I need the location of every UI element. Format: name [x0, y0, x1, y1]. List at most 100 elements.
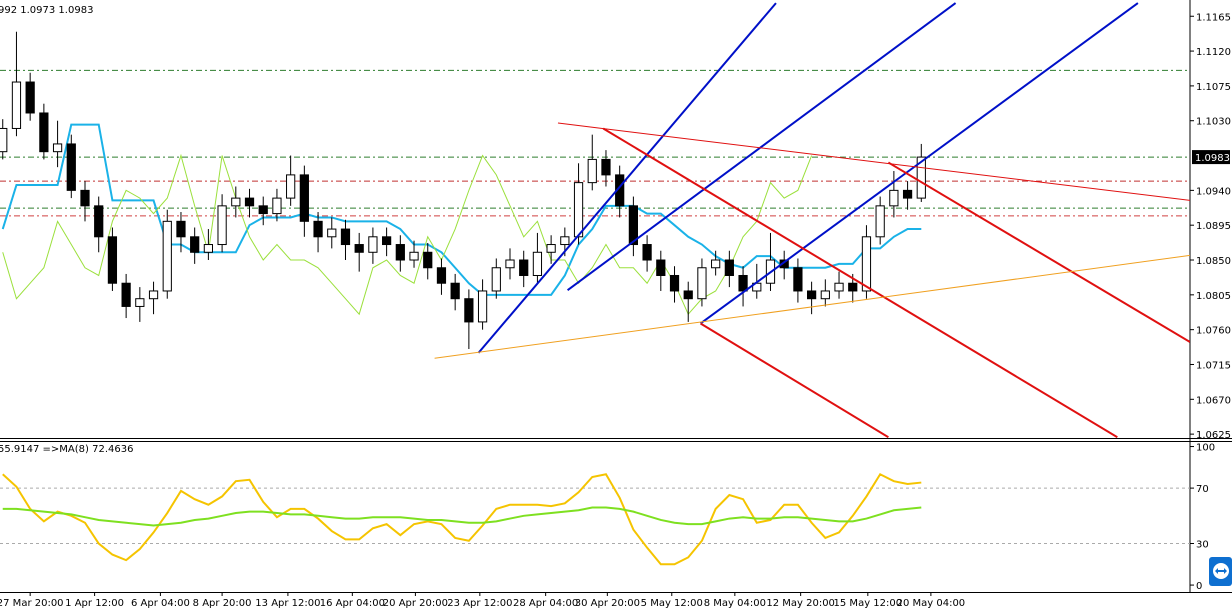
trend-line — [557, 122, 1190, 201]
candle-body — [779, 259, 789, 269]
candle-body — [94, 205, 104, 238]
trend-line — [602, 127, 1118, 438]
candle-body — [546, 244, 556, 253]
y-tick-label: 1.1120 — [1196, 47, 1231, 58]
candle-body — [80, 189, 90, 207]
candle-body — [203, 244, 214, 253]
candle-body — [820, 290, 830, 300]
indicator-line — [1, 123, 922, 296]
candle-body — [505, 259, 515, 269]
x-tick-label: 12 May 20:00 — [766, 598, 835, 609]
candle-body — [395, 244, 405, 261]
candle-body — [738, 274, 748, 292]
candle-body — [560, 236, 570, 246]
candle-body — [39, 112, 49, 153]
y-tick-label: 0 — [1196, 581, 1202, 592]
y-tick-label: 100 — [1196, 443, 1215, 454]
candle-body — [382, 236, 392, 246]
candle-body — [135, 298, 145, 307]
candle-body — [217, 205, 227, 246]
candle-body — [107, 236, 118, 284]
plot-area — [0, 472, 1190, 566]
x-tick-label: 20 Apr 20:00 — [383, 598, 448, 609]
x-tick-label: 6 Apr 04:00 — [131, 598, 190, 609]
candle-body — [340, 228, 351, 246]
y-tick-label: 1.0850 — [1196, 256, 1231, 267]
candle-body — [902, 189, 913, 199]
candle-body — [231, 197, 241, 207]
candle-body — [368, 236, 378, 253]
x-tick-label: 8 May 04:00 — [704, 598, 766, 609]
candle-body — [477, 290, 488, 323]
candle-body — [286, 174, 296, 199]
candle-body — [573, 182, 584, 238]
candle-body — [354, 244, 364, 253]
candle-body — [450, 282, 460, 300]
candle-body — [587, 158, 597, 184]
candle-body — [299, 174, 309, 222]
trend-line — [699, 2, 1139, 325]
x-tick-label: 20 May 04:00 — [897, 598, 966, 609]
candle-body — [807, 290, 817, 300]
y-tick-label: 1.1165 — [1196, 12, 1231, 23]
candle-body — [0, 127, 8, 153]
y-tick-label: 70 — [1196, 484, 1209, 495]
indicator-line — [2, 472, 922, 566]
candle-body — [875, 205, 885, 238]
y-tick-label: 1.0760 — [1196, 326, 1231, 337]
candle-body — [532, 251, 543, 276]
x-tick-label: 15 May 12:00 — [834, 598, 903, 609]
candle-body — [162, 220, 172, 292]
candle-body — [52, 143, 63, 153]
bid-label: 1.0983 — [1195, 153, 1230, 164]
x-tick-label: 30 Apr 20:00 — [575, 598, 640, 609]
x-tick-label: 27 Mar 20:00 — [0, 598, 64, 609]
candle-body — [861, 236, 872, 292]
candle-body — [258, 205, 268, 215]
bid-tag — [1192, 150, 1230, 165]
candle-body — [793, 267, 803, 292]
y-tick-label: 1.0895 — [1196, 221, 1231, 232]
x-tick-label: 1 Apr 12:00 — [65, 598, 124, 609]
trend-line — [477, 2, 777, 354]
candle-body — [423, 251, 433, 269]
candle-body — [176, 220, 186, 238]
oscillator-header: 55.9147 =>MA(8) 72.4636 — [0, 444, 133, 455]
candle-body — [601, 158, 611, 176]
indicator-line — [2, 506, 922, 527]
trend-line — [887, 161, 1190, 343]
candle-body — [25, 81, 35, 114]
x-tick-label: 28 Apr 04:00 — [513, 598, 578, 609]
y-tick-label: 30 — [1196, 540, 1209, 551]
trend-line — [566, 2, 957, 291]
candle-body — [916, 156, 926, 199]
y-tick-label: 1.1030 — [1196, 117, 1231, 128]
x-tick-label: 5 May 12:00 — [641, 598, 703, 609]
y-tick-label: 1.0670 — [1196, 395, 1231, 406]
candle-body — [724, 259, 734, 276]
candle-body — [834, 282, 844, 292]
candle-body — [889, 189, 899, 207]
y-tick-label: 1.0625 — [1196, 430, 1231, 441]
candle-body — [683, 290, 693, 300]
candle-body — [409, 251, 419, 261]
x-tick-label: 16 Apr 04:00 — [320, 598, 385, 609]
plot-area — [0, 2, 1190, 438]
candle-body — [848, 282, 858, 292]
candle-body — [313, 220, 323, 238]
x-tick-label: 13 Apr 12:00 — [255, 598, 320, 609]
candle-body — [148, 290, 159, 300]
y-tick-label: 1.0715 — [1196, 360, 1231, 371]
y-tick-label: 1.0805 — [1196, 291, 1231, 302]
ohlc-header: 992 1.0973 1.0983 — [0, 5, 93, 16]
y-tick-label: 1.1075 — [1196, 82, 1231, 93]
app-icon — [1209, 557, 1232, 586]
x-tick-label: 8 Apr 20:00 — [193, 598, 252, 609]
candle-body — [327, 228, 337, 238]
candle-body — [272, 197, 282, 215]
candle-body — [711, 259, 721, 269]
candle-body — [628, 205, 638, 246]
